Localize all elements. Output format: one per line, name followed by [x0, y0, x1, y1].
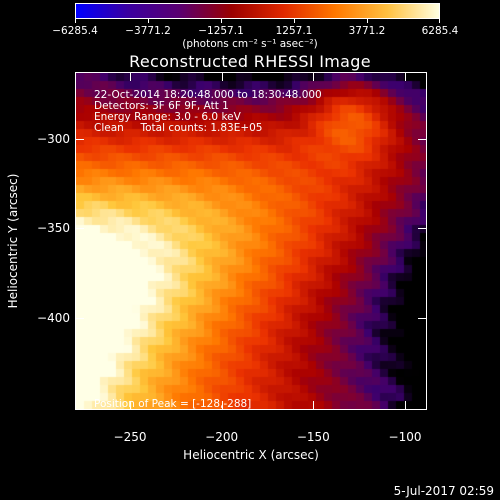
x-tick-bottom — [130, 401, 131, 409]
x-tick-bottom — [313, 401, 314, 409]
x-tick-label: −100 — [388, 430, 422, 444]
colorbar-tick-label: 6285.4 — [421, 25, 459, 37]
colorbar — [75, 3, 440, 19]
y-tick-label: −400 — [37, 311, 70, 326]
x-tick-top — [130, 73, 131, 81]
colorbar-tick-label: 3771.2 — [348, 25, 386, 37]
plot-area: 22-Oct-2014 18:20:48.000 to 18:30:48.000… — [75, 72, 427, 410]
x-tick-top — [222, 73, 223, 81]
colorbar-tick — [221, 19, 222, 23]
heatmap-image — [76, 73, 426, 409]
x-tick-label: −250 — [113, 430, 147, 444]
colorbar-tick-label: −3771.2 — [125, 25, 171, 37]
colorbar-tick-label: 1257.1 — [275, 25, 313, 37]
colorbar-unit-label: (photons cm⁻² s⁻¹ asec⁻²) — [182, 38, 318, 50]
annotation-time-range: 22-Oct-2014 18:20:48.000 to 18:30:48.000 — [94, 89, 322, 101]
y-tick-left — [76, 139, 84, 140]
annotation-energy-range: Energy Range: 3.0 - 6.0 keV — [94, 111, 241, 123]
annotation-detectors: Detectors: 3F 6F 9F, Att 1 — [94, 100, 229, 112]
y-tick-left — [76, 228, 84, 229]
x-tick-top — [313, 73, 314, 81]
peak-position-label: Position of Peak = [-128,-288] — [94, 398, 252, 410]
colorbar-gradient — [76, 4, 439, 18]
annotation-total-counts: Clean Total counts: 1.83E+05 — [94, 122, 263, 134]
x-tick-bottom — [405, 401, 406, 409]
y-tick-right — [418, 228, 426, 229]
colorbar-tick — [148, 19, 149, 23]
y-axis-label: Heliocentric Y (arcsec) — [6, 173, 20, 309]
colorbar-tick-label: −6285.4 — [52, 25, 98, 37]
colorbar-tick — [75, 19, 76, 23]
y-tick-label: −300 — [37, 131, 70, 146]
y-tick-left — [76, 318, 84, 319]
colorbar-tick — [294, 19, 295, 23]
x-tick-bottom — [222, 401, 223, 409]
y-tick-right — [418, 318, 426, 319]
chart-title: Reconstructed RHESSI Image — [129, 52, 371, 71]
x-axis-label: Heliocentric X (arcsec) — [183, 448, 319, 462]
x-tick-top — [405, 73, 406, 81]
x-tick-label: −200 — [205, 430, 239, 444]
x-tick-label: −150 — [296, 430, 330, 444]
y-tick-label: −350 — [37, 221, 70, 236]
colorbar-tick-label: −1257.1 — [198, 25, 244, 37]
y-tick-right — [418, 139, 426, 140]
colorbar-tick — [367, 19, 368, 23]
colorbar-tick — [439, 19, 440, 23]
date-stamp: 5-Jul-2017 02:59 — [393, 484, 494, 498]
